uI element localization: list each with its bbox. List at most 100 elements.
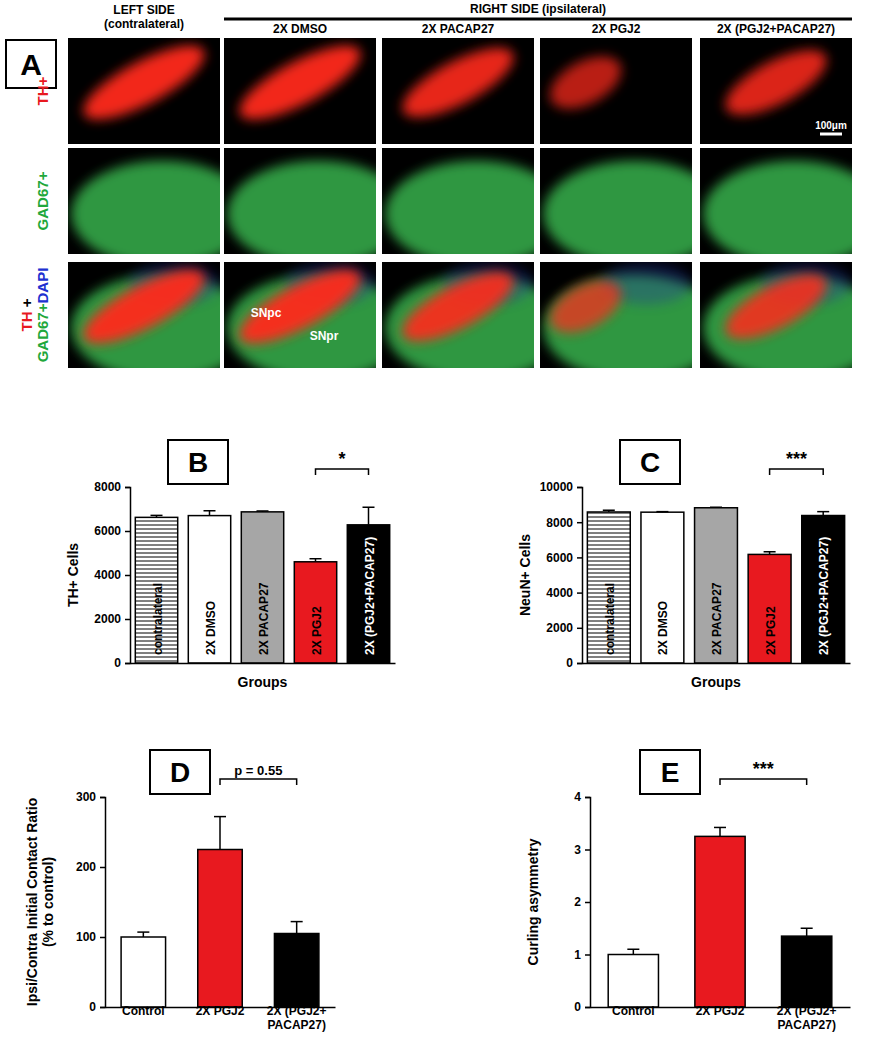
- y-tick-label: 8000: [94, 480, 121, 494]
- bar: [135, 517, 177, 663]
- micrograph: [382, 38, 534, 144]
- micrograph: [68, 38, 220, 144]
- y-tick-label: 2000: [546, 621, 573, 635]
- y-title-line: Ipsi/Contra Initial Contact Ratio: [24, 798, 40, 1006]
- error-bar: [363, 507, 375, 525]
- chart: C0200040006000800010000contralateral2X D…: [517, 440, 851, 690]
- y-tick-mark: [125, 487, 130, 489]
- y-tick: 2000: [546, 621, 582, 635]
- x-tick: 2X (PGJ2+PACAP27): [777, 1004, 837, 1032]
- error-cap: [801, 928, 813, 930]
- error-cap: [204, 510, 216, 512]
- x-axis-line: [131, 663, 396, 665]
- y-tick-mark: [100, 867, 105, 869]
- th-signal: [230, 262, 370, 357]
- bar: [188, 516, 230, 663]
- y-tick-mark: [125, 575, 130, 577]
- y-axis-title: NeuN+ Cells: [517, 534, 533, 616]
- error-bar: [137, 932, 149, 937]
- gad67-signal: [543, 161, 692, 254]
- y-tick-label: 0: [114, 656, 121, 670]
- region-label: SNpr: [310, 329, 339, 343]
- error-cap: [363, 506, 375, 508]
- x-axis: Control2X PGJ22X (PGJ2+PACAP27): [106, 1004, 336, 1032]
- bar-category-label: 2X PACAP27: [257, 582, 271, 655]
- x-axis: [583, 663, 851, 664]
- th-signal: [541, 270, 630, 344]
- x-tick-label: Control: [122, 1004, 165, 1018]
- y-tick: 6000: [546, 551, 582, 565]
- y-axis-title: Curling asymmetry: [525, 838, 541, 965]
- y-axis: 01234: [574, 790, 590, 1014]
- x-axis: Control2X PGJ22X (PGJ2+PACAP27): [591, 1004, 851, 1032]
- chart: E01234Control2X PGJ22X (PGJ2+PACAP27)Cur…: [525, 750, 851, 1032]
- error-cap: [137, 931, 149, 933]
- row-label: TH+: [34, 76, 51, 105]
- bar: [121, 937, 165, 1007]
- figure: ALEFT SIDE(contralateral)RIGHT SIDE (ips…: [0, 0, 895, 1050]
- y-tick-label: 0: [89, 1000, 96, 1014]
- micrograph: [382, 148, 534, 254]
- y-title-line: NeuN+ Cells: [517, 534, 533, 616]
- y-tick: 2000: [94, 612, 130, 626]
- error-bar: [656, 511, 668, 513]
- bar: [294, 562, 336, 663]
- y-tick-mark: [585, 954, 590, 956]
- bar-category-label: 2X PACAP27: [710, 582, 724, 655]
- y-axis-title: TH+ Cells: [65, 543, 81, 607]
- y-tick-mark: [577, 487, 582, 489]
- bar: [641, 512, 684, 663]
- x-tick-line: 2X (PGJ2+: [267, 1004, 327, 1018]
- row-label: GAD67+: [34, 171, 51, 230]
- row-label-part: DAPI: [34, 268, 51, 304]
- error-stem: [296, 922, 298, 934]
- error-stem: [719, 827, 721, 836]
- error-bar: [764, 552, 776, 555]
- y-tick-label: 300: [76, 790, 96, 804]
- error-cap: [603, 509, 615, 511]
- column-header: 2X (PGJ2+PACAP27): [717, 22, 835, 36]
- row-label-part: GAD67+: [34, 303, 51, 362]
- significance-bracket: [220, 779, 297, 785]
- label-frame: [168, 440, 228, 484]
- y-tick: 8000: [94, 480, 130, 494]
- header-right: RIGHT SIDE (ipsilateral): [470, 2, 606, 16]
- error-stem: [219, 817, 221, 850]
- y-axis: 0 100 200 300: [76, 790, 106, 1014]
- bar: [347, 525, 389, 663]
- y-tick-mark: [577, 522, 582, 524]
- error-bar: [710, 507, 722, 509]
- micrograph: [68, 148, 220, 254]
- micrograph: [224, 262, 376, 368]
- y-tick-label: 200: [76, 860, 96, 874]
- y-tick-mark: [585, 797, 590, 799]
- y-tick-mark: [100, 797, 105, 799]
- micrograph: [700, 262, 852, 368]
- error-cap: [710, 506, 722, 508]
- th-signal: [230, 38, 370, 133]
- y-tick: 0: [89, 1000, 105, 1014]
- y-tick: 4: [574, 790, 590, 804]
- y-axis-title: Ipsi/Contra Initial Contact Ratio(% to c…: [24, 798, 56, 1006]
- error-bar: [204, 511, 216, 516]
- y-axis-line: [585, 798, 591, 1008]
- header-line: (contralateral): [104, 17, 184, 31]
- error-bar: [214, 817, 226, 850]
- header-left: LEFT SIDE(contralateral): [104, 3, 184, 31]
- label-frame: [620, 440, 680, 484]
- y-tick: 2: [574, 895, 590, 909]
- label-frame: [640, 750, 700, 794]
- error-cap: [291, 921, 303, 923]
- y-axis-line: [125, 488, 131, 664]
- y-tick: 0: [574, 1000, 590, 1014]
- gad67-signal: [71, 161, 220, 254]
- y-tick-label: 100: [76, 930, 96, 944]
- bar: [802, 516, 845, 663]
- x-tick: 2X PGJ2: [696, 1004, 745, 1018]
- th-signal: [393, 262, 522, 354]
- chart: D0100200300Control2X PGJ22X (PGJ2+PACAP2…: [24, 750, 336, 1032]
- row-label-part: TH: [18, 311, 35, 331]
- x-axis-title: Groups: [691, 674, 741, 690]
- bar: [695, 836, 745, 1007]
- y-tick-mark: [125, 663, 130, 665]
